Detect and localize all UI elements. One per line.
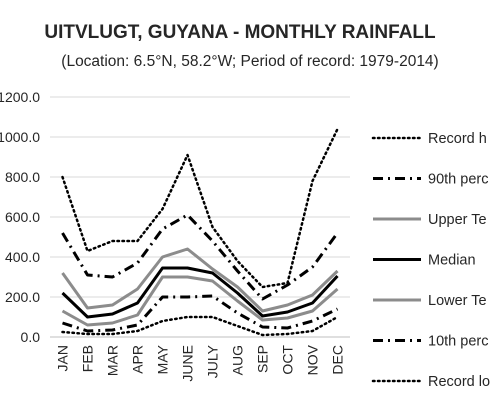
y-axis-ticks: 0.0 200.0 400.0 600.0 800.0 1000.0 1200.0 <box>0 89 40 345</box>
legend-label: Lower Te <box>428 293 487 309</box>
x-tick-label: OCT <box>280 345 296 375</box>
series-lines <box>62 129 337 335</box>
legend-label: 10th perc <box>428 334 488 350</box>
y-tick-label: 200.0 <box>5 289 40 305</box>
x-tick-label: MAR <box>105 345 121 376</box>
y-tick-label: 1200.0 <box>0 89 40 105</box>
x-tick-label: JUNE <box>180 345 196 382</box>
x-tick-label: JULY <box>205 344 221 378</box>
x-tick-label: JAN <box>55 345 71 371</box>
series-line-record-high <box>63 129 338 287</box>
chart-subtitle: (Location: 6.5°N, 58.2°W; Period of reco… <box>61 53 438 70</box>
y-tick-label: 1000.0 <box>0 129 40 145</box>
legend-label: Record lo <box>428 374 490 390</box>
x-axis-ticks: JAN FEB MAR APR MAY JUNE JULY AUG SEP OCT NOV DEC <box>55 344 346 381</box>
chart-title: UITVLUGT, GUYANA - MONTHLY RAINFALL <box>44 22 436 43</box>
legend-label: Record h <box>428 131 487 147</box>
x-tick-label: FEB <box>80 345 96 372</box>
series-line-median <box>63 268 338 317</box>
y-tick-label: 800.0 <box>5 169 40 185</box>
x-tick-label: NOV <box>305 344 321 375</box>
y-tick-label: 400.0 <box>5 249 40 265</box>
x-tick-label: APR <box>130 345 146 374</box>
legend: Record h 90th perc Upper Te Median Lower Te 1… <box>373 131 490 390</box>
legend-label: Upper Te <box>428 212 487 228</box>
y-tick-label: 600.0 <box>5 209 40 225</box>
y-tick-label: 0.0 <box>21 329 41 345</box>
x-tick-label: AUG <box>230 345 246 375</box>
x-tick-label: DEC <box>330 345 346 375</box>
gridlines <box>50 97 350 337</box>
legend-label: 90th perc <box>428 172 488 188</box>
x-tick-label: MAY <box>155 344 171 374</box>
legend-label: Median <box>428 253 476 269</box>
x-tick-label: SEP <box>255 345 271 373</box>
